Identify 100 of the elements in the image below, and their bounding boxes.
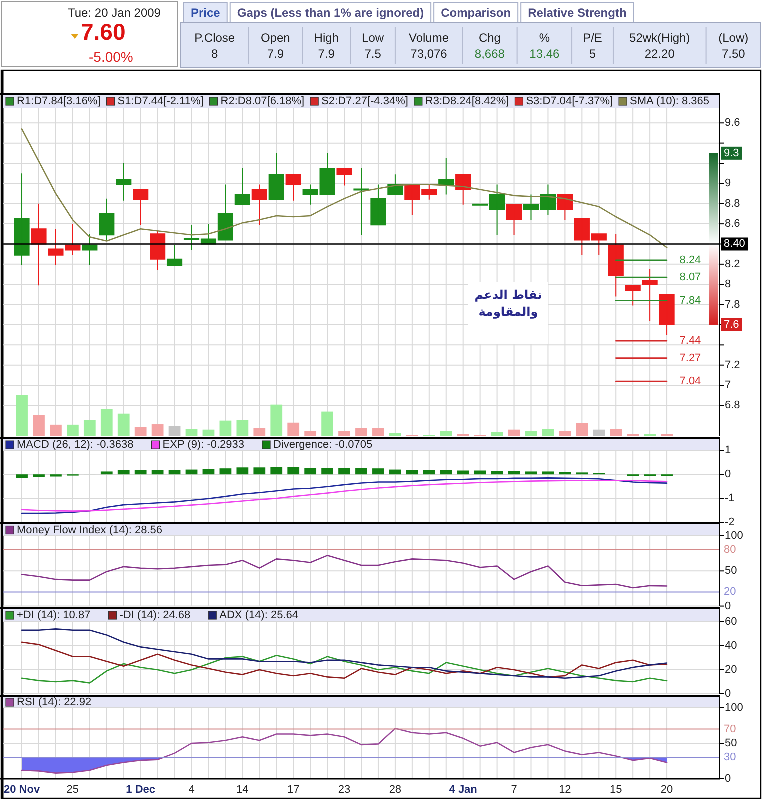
- y-tick-label: 9.6: [725, 117, 740, 130]
- legend-label: +DI (14): 10.87: [17, 610, 91, 622]
- legend-label: MACD (26, 12): -0.3638: [17, 439, 134, 452]
- line-series: [21, 642, 668, 680]
- bar: [254, 428, 266, 436]
- x-tick-label: 23: [338, 784, 351, 796]
- bar: [254, 468, 266, 475]
- legend-label: S2:D7.27[-4.34%]: [322, 96, 408, 108]
- text: 8,668: [474, 47, 506, 61]
- bar: [118, 414, 130, 436]
- text: 7.6: [724, 318, 740, 331]
- candlestick: [370, 184, 386, 226]
- text: -5.00%: [89, 49, 134, 65]
- bar: [304, 468, 317, 475]
- x-tick-label: 25: [66, 784, 80, 796]
- bar: [50, 424, 62, 436]
- x-tick-label: 12: [559, 784, 572, 796]
- bar: [270, 404, 283, 436]
- y-tick-label: 8.2: [725, 258, 740, 270]
- x-tick-label: 1 Dec: [126, 784, 156, 796]
- bar: [508, 471, 520, 475]
- bar: [390, 433, 402, 436]
- y-tick-label: 8.6: [725, 218, 740, 230]
- legend-label: R1:D7.84[3.16%]: [17, 96, 101, 108]
- line-series: [21, 628, 668, 680]
- x-tick-label: 15: [610, 784, 622, 796]
- y-tick-label: 20: [725, 664, 738, 676]
- bar: [288, 422, 300, 436]
- bar: [372, 468, 384, 475]
- text: 7.9: [267, 47, 284, 61]
- line-series: [21, 654, 668, 684]
- y-tick-label: 0: [725, 600, 732, 612]
- candlestick: [608, 234, 624, 298]
- candlestick: [286, 174, 302, 202]
- line-series: [21, 555, 668, 589]
- bar: [322, 412, 334, 436]
- legend-label: R3:D8.24[8.42%]: [425, 96, 510, 108]
- y-tick-label: 40: [725, 640, 738, 652]
- candlestick: [268, 152, 284, 200]
- text: Price: [191, 6, 221, 20]
- y-tick-label: 50: [725, 565, 738, 578]
- text: 22.20: [644, 47, 676, 61]
- bar: [186, 470, 198, 475]
- y-tick-label: 100: [725, 530, 744, 542]
- y-tick-label: 0: [725, 468, 732, 481]
- text: P.Close: [194, 31, 236, 45]
- candlestick: [336, 168, 352, 186]
- candlestick: [557, 194, 573, 221]
- bar: [576, 423, 588, 436]
- y-tick-label: 100: [725, 702, 744, 714]
- candlestick: [456, 174, 472, 206]
- x-tick-label: 4 Jan: [449, 784, 478, 796]
- bar: [202, 430, 215, 436]
- text: 9.3: [724, 147, 740, 160]
- candlestick: [625, 285, 641, 306]
- bar: [559, 472, 572, 475]
- bar: [84, 420, 96, 436]
- bar: [33, 474, 45, 478]
- bar: [220, 468, 232, 475]
- bar: [152, 424, 164, 436]
- ref-line-label: 80: [724, 544, 736, 556]
- text: 13.46: [530, 47, 560, 61]
- bar: [134, 427, 147, 436]
- bar: [338, 431, 350, 436]
- bar: [542, 472, 554, 475]
- legend-label: SMA (10): 8.365: [630, 96, 710, 108]
- bar: [356, 428, 368, 436]
- text: Tue: 20 Jan 2009: [68, 6, 162, 20]
- legend-label: ADX (14): 25.64: [220, 610, 298, 622]
- y-tick-label: 1: [725, 444, 732, 457]
- bar: [542, 429, 554, 436]
- bar: [440, 470, 452, 475]
- text: P/E: [583, 31, 602, 45]
- bar: [118, 470, 130, 475]
- bar: [525, 472, 538, 475]
- y-tick-label: 8.8: [725, 198, 740, 210]
- y-tick-label: 8: [725, 278, 732, 291]
- candlestick: [99, 198, 115, 241]
- data-label: 7.04: [680, 376, 702, 388]
- data-label: 7.44: [680, 335, 702, 348]
- legend-label: Money Flow Index (14): 28.56: [17, 524, 163, 536]
- candlestick: [234, 168, 250, 206]
- data-label: 7.27: [680, 352, 702, 364]
- legend-label: S3:D7.04[-7.37%]: [526, 96, 614, 108]
- bar: [372, 428, 384, 436]
- text: 73,076: [410, 47, 448, 61]
- bar: [508, 430, 520, 436]
- bar: [16, 395, 28, 436]
- bar: [270, 467, 283, 475]
- candlestick: [116, 163, 132, 202]
- y-tick-label: -2: [725, 516, 735, 529]
- bar: [440, 431, 452, 436]
- candlestick: [133, 189, 149, 226]
- legend-label: -DI (14): 24.68: [120, 610, 191, 622]
- text: Open: [260, 31, 290, 45]
- x-tick-label: 14: [236, 784, 249, 796]
- data-label: 8.07: [680, 272, 702, 284]
- bar: [186, 429, 198, 436]
- bar: [236, 468, 249, 475]
- bar: [168, 426, 181, 436]
